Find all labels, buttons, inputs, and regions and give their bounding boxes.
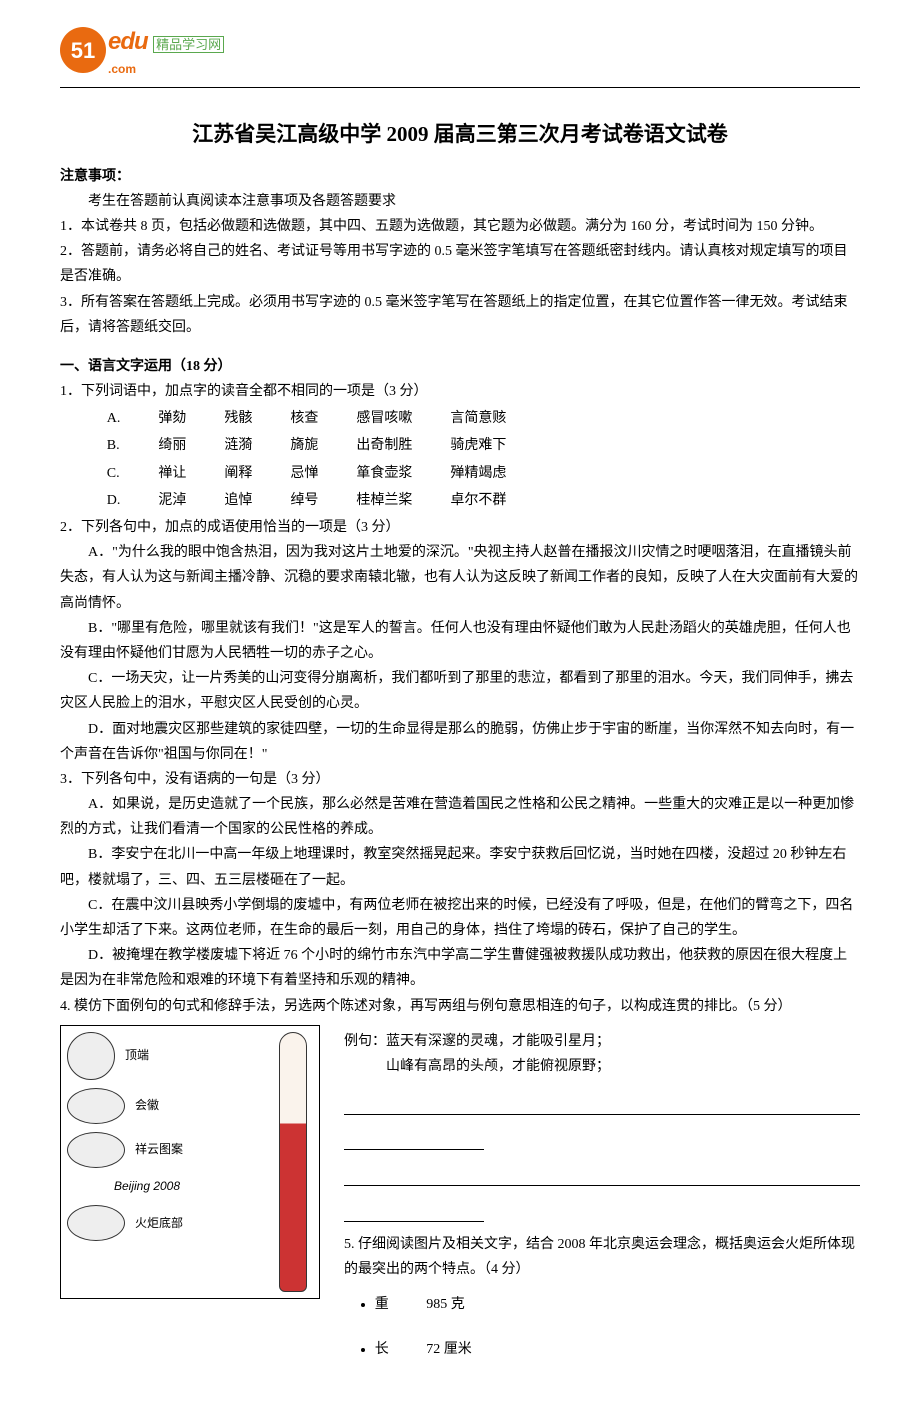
answer-blank[interactable] xyxy=(344,1093,860,1115)
q3-opt-b: B．李安宁在北川一中高一年级上地理课时，教室突然摇晃起来。李安宁获救后回忆说，当… xyxy=(60,842,860,892)
notice-item: 3．所有答案在答题纸上完成。必须用书写字迹的 0.5 毫米签字笔写在答题纸上的指… xyxy=(60,290,860,340)
q1-opt-c: C. 禅让阐释 忌惮箪食壶浆 殚精竭虑 xyxy=(107,461,543,486)
diagram-cloud-icon xyxy=(67,1132,125,1168)
q4-example: 例句：蓝天有深邃的灵魂，才能吸引星月； xyxy=(344,1029,860,1054)
diagram-label: 祥云图案 xyxy=(135,1139,183,1161)
spec-val: 72 厘米 xyxy=(426,1342,472,1357)
q2-opt-c: C．一场天灾，让一片秀美的山河变得分崩离析，我们都听到了那里的悲泣，都看到了那里… xyxy=(60,666,860,716)
q5-stem: 5. 仔细阅读图片及相关文字，结合 2008 年北京奥运会理念，概括奥运会火炬所… xyxy=(344,1232,860,1282)
answer-blank[interactable] xyxy=(344,1164,860,1186)
q1-stem: 1．下列词语中，加点字的读音全都不相同的一项是（3 分） xyxy=(60,379,860,404)
diagram-label: 会徽 xyxy=(135,1095,159,1117)
notice-intro: 考生在答题前认真阅读本注意事项及各题答题要求 xyxy=(60,189,860,214)
answer-blank[interactable] xyxy=(344,1128,484,1150)
diagram-base-icon xyxy=(67,1205,125,1241)
q3-opt-d: D．被掩埋在教学楼废墟下将近 76 个小时的绵竹市东汽中学高二学生曹健强被救援队… xyxy=(60,943,860,993)
logo-cn: 精品学习网 xyxy=(153,36,224,53)
q2-stem: 2．下列各句中，加点的成语使用恰当的一项是（3 分） xyxy=(60,515,860,540)
diagram-label: 顶端 xyxy=(125,1045,149,1067)
diagram-beijing-text: Beijing 2008 xyxy=(67,1176,227,1198)
q1-opt-b: B. 绮丽涟漪 旖旎出奇制胜 骑虎难下 xyxy=(107,433,543,458)
q3-opt-a: A．如果说，是历史造就了一个民族，那么必然是苦难在营造着国民之性格和公民之精神。… xyxy=(60,792,860,842)
logo-edu: edu xyxy=(108,28,148,55)
notice-item: 2．答题前，请务必将自己的姓名、考试证号等用书写字迹的 0.5 毫米签字笔填写在… xyxy=(60,239,860,289)
q2-opt-d: D．面对地震灾区那些建筑的家徒四壁，一切的生命显得是那么的脆弱，仿佛止步于宇宙的… xyxy=(60,717,860,767)
diagram-label: 火炬底部 xyxy=(135,1213,183,1235)
section-heading: 一、语言文字运用（18 分） xyxy=(60,354,860,379)
page-title: 江苏省吴江高级中学 2009 届高三第三次月考试卷语文试卷 xyxy=(60,116,860,154)
q3-stem: 3．下列各句中，没有语病的一句是（3 分） xyxy=(60,767,860,792)
spec-key: 重 xyxy=(375,1292,423,1317)
logo-badge: 51 xyxy=(60,27,106,73)
diagram-emblem-icon xyxy=(67,1088,125,1124)
q5-specs: 重 985 克 长 72 厘米 xyxy=(358,1292,860,1362)
header-bar: 51 edu 精品学习网 .com xyxy=(60,20,860,88)
spec-key: 长 xyxy=(375,1337,423,1362)
q4-example-label: 例句： xyxy=(344,1034,386,1049)
q3-opt-c: C．在震中汶川县映秀小学倒塌的废墟中，有两位老师在被挖出来的时候，已经没有了呼吸… xyxy=(60,893,860,943)
logo-com: .com xyxy=(108,59,224,81)
diagram-top-icon xyxy=(67,1032,115,1080)
q1-opt-d: D. 泥淖追悼 绰号桂棹兰桨 卓尔不群 xyxy=(107,488,543,513)
q2-opt-b: B．"哪里有危险，哪里就该有我们！"这是军人的誓言。任何人也没有理由怀疑他们敢为… xyxy=(60,616,860,666)
spec-item: 长 72 厘米 xyxy=(375,1337,860,1362)
diagram-torch-shape xyxy=(279,1032,307,1292)
notice-item: 1．本试卷共 8 页，包括必做题和选做题，其中四、五题为选做题，其它题为必做题。… xyxy=(60,214,860,239)
q1-opt-a: A. 弹劾残骸 核查感冒咳嗽 言简意赅 xyxy=(107,406,543,431)
q1-options: A. 弹劾残骸 核查感冒咳嗽 言简意赅 B. 绮丽涟漪 旖旎出奇制胜 骑虎难下 … xyxy=(105,404,545,515)
answer-blank[interactable] xyxy=(344,1200,484,1222)
q4-example-line1: 蓝天有深邃的灵魂，才能吸引星月； xyxy=(386,1034,610,1049)
q2-opt-a: A．"为什么我的眼中饱含热泪，因为我对这片土地爱的深沉。"央视主持人赵普在播报汶… xyxy=(60,540,860,616)
torch-diagram: 顶端 会徽 祥云图案 Beijing 2008 火炬底部 xyxy=(60,1025,320,1299)
q4-stem: 4. 模仿下面例句的句式和修辞手法，另选两个陈述对象，再写两组与例句意思相连的句… xyxy=(60,994,860,1019)
spec-val: 985 克 xyxy=(426,1297,465,1312)
notice-heading: 注意事项： xyxy=(60,164,860,189)
spec-item: 重 985 克 xyxy=(375,1292,860,1317)
site-logo: 51 edu 精品学习网 .com xyxy=(60,20,224,81)
q4-example-line2: 山峰有高昂的头颅，才能俯视原野； xyxy=(344,1054,860,1079)
